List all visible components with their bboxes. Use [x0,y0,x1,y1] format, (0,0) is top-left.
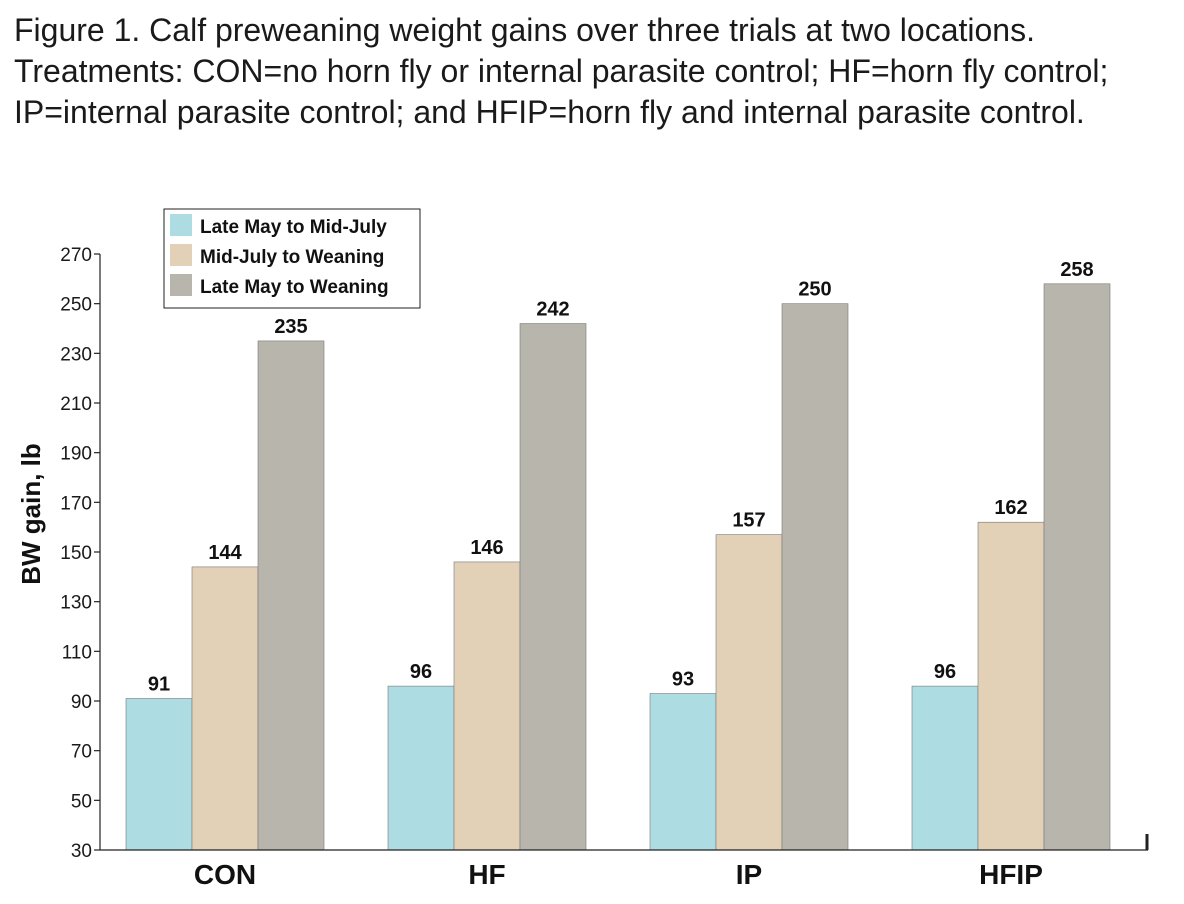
legend-swatch [170,214,192,236]
bar [257,340,325,851]
bar [977,521,1045,851]
y-tick-label: 110 [62,642,92,663]
bar [453,561,521,851]
legend: Late May to Mid-July Mid-July to Weaning L… [163,208,421,309]
legend-label: Mid-July to Weaning [200,247,384,268]
bar-value-label: 146 [470,537,503,559]
x-category-label: CON [194,859,256,890]
bar-value-label: 91 [148,674,170,696]
y-tick-label: 210 [60,394,92,415]
y-tick-label: 130 [60,593,92,614]
y-axis-title: BW gain, lb [16,443,46,585]
bar-value-label: 250 [798,279,831,301]
bar-value-label: 157 [732,510,765,532]
legend-label: Late May to Weaning [200,277,389,298]
bar-value-label: 96 [934,661,956,683]
x-axis: CON HF IP HFIP [100,834,1149,890]
bar-value-label: 258 [1060,259,1093,281]
bar [387,685,455,851]
bar [649,693,717,851]
x-category-label: HF [468,859,505,890]
bar-value-label: 162 [994,497,1027,519]
legend-swatch [170,244,192,266]
bar-value-label: 235 [274,316,307,338]
bars [125,283,1111,851]
legend-swatch [170,274,192,296]
bar [1043,283,1111,851]
y-tick-label: 270 [60,245,92,266]
y-tick-label: 90 [71,692,92,713]
bar-value-label: 93 [672,669,694,691]
y-tick-label: 250 [60,295,92,316]
bar [715,534,783,851]
y-tick-label: 30 [71,841,92,862]
bar [911,685,979,851]
bar [125,698,193,851]
bar [191,566,259,851]
legend-box [163,208,421,309]
y-tick-label: 50 [71,791,92,812]
y-tick-label: 170 [60,493,92,514]
y-axis: 30 50 70 90 110 130 150 170 190 210 230 250 270 [60,245,101,862]
legend-label: Late May to Mid-July [200,217,387,238]
y-tick-label: 230 [60,344,92,365]
value-labels: 91 144 235 96 146 242 93 157 250 96 162 258 [148,259,1094,696]
y-tick-label: 150 [60,543,92,564]
x-category-label: HFIP [979,859,1043,890]
y-tick-label: 70 [71,742,92,763]
bar [781,303,849,851]
bar-value-label: 96 [410,661,432,683]
figure-caption: Figure 1. Calf preweaning weight gains o… [14,12,1109,130]
bar-value-label: 144 [208,542,242,564]
bar-value-label: 242 [536,299,569,321]
x-category-label: IP [736,859,762,890]
y-tick-label: 190 [60,444,92,465]
bar [519,323,587,851]
